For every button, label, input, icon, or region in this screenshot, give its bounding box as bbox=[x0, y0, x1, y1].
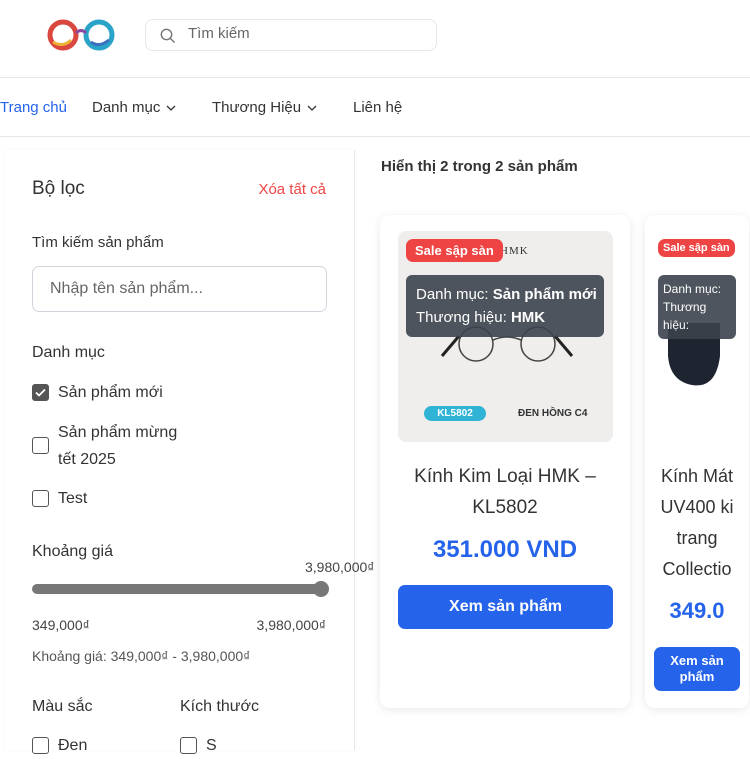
search-icon bbox=[160, 28, 175, 43]
slider-handle[interactable] bbox=[313, 581, 329, 597]
category-value: Sản phẩm mới bbox=[492, 286, 597, 303]
product-price: 351.000 VND bbox=[432, 536, 578, 563]
product-title[interactable]: Kính Mát UV400 ki trang Collectio bbox=[649, 461, 745, 585]
price-min: 349,000₫ bbox=[32, 617, 90, 633]
category-label: Danh mục: bbox=[416, 286, 489, 303]
clear-all-link[interactable]: Xóa tất cả bbox=[258, 181, 326, 198]
checkbox[interactable] bbox=[32, 490, 49, 507]
brand-label: Thương hiệu: bbox=[416, 309, 507, 326]
title-line: UV400 ki bbox=[660, 497, 734, 517]
product-image[interactable]: Sale sập sàn Danh mục: Thương hiệu: bbox=[654, 231, 740, 442]
image-color-text: ĐEN HỒNG C4 bbox=[518, 408, 588, 419]
nav-home[interactable]: Trang chủ bbox=[0, 99, 67, 116]
checkbox-label: Sản phẩm mới bbox=[58, 384, 163, 401]
results-summary: Hiển thị 2 trong 2 sản phẩm bbox=[381, 158, 578, 175]
sale-badge: Sale sập sàn bbox=[406, 239, 503, 262]
category-heading: Danh mục bbox=[32, 344, 105, 361]
price-summary: Khoảng giá: 349,000₫ - 3,980,000₫ bbox=[32, 648, 251, 664]
checkbox[interactable] bbox=[32, 737, 49, 754]
image-brand-text: HMK bbox=[500, 245, 529, 257]
product-info-overlay: Danh mục: Sản phẩm mới Thương hiệu: HMK bbox=[406, 275, 604, 337]
checkbox-label: Đen bbox=[58, 737, 88, 754]
category-checkbox[interactable]: Sản phẩm mới bbox=[32, 379, 163, 406]
price-slider[interactable] bbox=[32, 581, 329, 597]
product-card[interactable]: HMK KL5802 ĐEN HỒNG C4 Sale sập sàn Danh… bbox=[380, 215, 630, 708]
title-line: Kính Mát bbox=[660, 466, 734, 486]
nav-categories[interactable]: Danh mục bbox=[92, 99, 176, 116]
size-heading: Kích thước bbox=[180, 698, 260, 715]
color-checkbox[interactable]: Đen bbox=[32, 732, 87, 759]
price-current-value: 3,980,000₫ bbox=[305, 559, 375, 575]
glasses-image bbox=[440, 326, 574, 362]
checkbox-checked[interactable] bbox=[32, 384, 49, 401]
nav-label: Danh mục bbox=[92, 99, 161, 116]
nav-label: Liên hệ bbox=[353, 99, 403, 116]
title-line: Collectio bbox=[662, 559, 732, 579]
check-icon bbox=[35, 388, 46, 397]
checkbox[interactable] bbox=[32, 437, 49, 454]
search-input[interactable] bbox=[188, 25, 418, 42]
filter-title: Bộ lọc bbox=[32, 178, 85, 199]
glasses-logo[interactable] bbox=[45, 18, 117, 52]
search-bar[interactable] bbox=[145, 19, 437, 51]
checkbox-label: Test bbox=[58, 490, 88, 507]
brand-value: HMK bbox=[510, 309, 546, 326]
image-code-tag: KL5802 bbox=[424, 406, 486, 421]
price-max: 3,980,000₫ bbox=[256, 617, 326, 633]
product-price: 349.0 bbox=[669, 598, 725, 623]
brand-label: Thương hiệu: bbox=[663, 300, 707, 332]
sale-badge: Sale sập sàn bbox=[658, 239, 735, 257]
search-label: Tìm kiếm sản phẩm bbox=[32, 234, 164, 251]
checkbox-label: Sản phẩm mừng tết 2025 bbox=[58, 424, 178, 468]
product-info-overlay: Danh mục: Thương hiệu: bbox=[658, 275, 736, 339]
nav-contact[interactable]: Liên hệ bbox=[353, 99, 402, 116]
category-label: Danh mục: bbox=[663, 282, 722, 296]
category-checkbox[interactable]: Test bbox=[32, 485, 87, 512]
filter-sidebar: Bộ lọc Xóa tất cả Tìm kiếm sản phẩm Danh… bbox=[5, 150, 374, 754]
chevron-down-icon bbox=[166, 105, 176, 111]
product-title[interactable]: Kính Kim Loại HMK – KL5802 bbox=[390, 461, 620, 523]
view-product-button[interactable]: Xem sản phẩm bbox=[398, 585, 613, 629]
product-search-input[interactable] bbox=[32, 266, 327, 312]
header bbox=[0, 0, 750, 78]
color-heading: Màu sắc bbox=[32, 698, 93, 715]
checkbox-label: S bbox=[206, 737, 217, 754]
product-image[interactable]: HMK KL5802 ĐEN HỒNG C4 Sale sập sàn Danh… bbox=[398, 231, 613, 442]
view-product-button[interactable]: Xem sản phẩm bbox=[654, 647, 740, 691]
size-checkbox[interactable]: S bbox=[180, 732, 217, 759]
nav-brands[interactable]: Thương Hiệu bbox=[212, 99, 317, 116]
nav-label: Thương Hiệu bbox=[212, 99, 302, 116]
chevron-down-icon bbox=[307, 105, 317, 111]
checkbox[interactable] bbox=[180, 737, 197, 754]
product-card[interactable]: Sale sập sàn Danh mục: Thương hiệu: Kính… bbox=[645, 215, 749, 708]
nav-label: Trang chủ bbox=[0, 99, 67, 116]
title-line: Kính Kim Loại HMK – bbox=[414, 466, 596, 487]
main-nav: Trang chủ Danh mục Thương Hiệu Liên hệ bbox=[0, 79, 750, 137]
price-heading: Khoảng giá bbox=[32, 543, 113, 560]
title-line: trang bbox=[676, 528, 718, 548]
category-checkbox[interactable]: Sản phẩm mừng tết 2025 bbox=[32, 419, 192, 473]
title-line: KL5802 bbox=[472, 497, 538, 518]
